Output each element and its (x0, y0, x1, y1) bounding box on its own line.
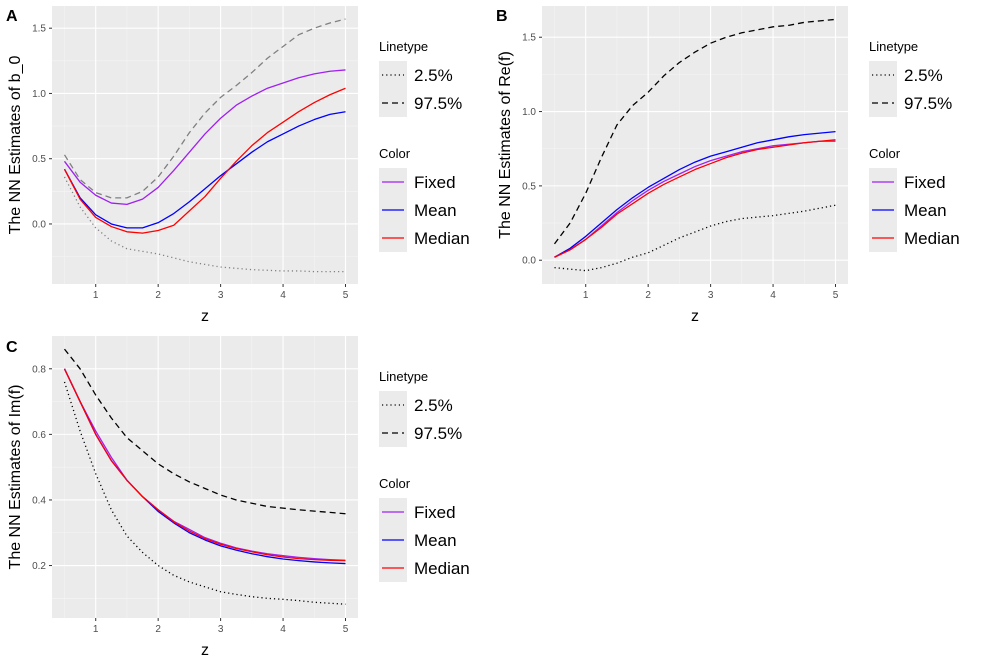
legend-label: Mean (414, 531, 457, 550)
y-tick-label: 0.6 (32, 430, 46, 441)
legend-label: Fixed (414, 503, 456, 522)
x-tick-label: 2 (645, 290, 651, 301)
x-axis-title: z (201, 308, 209, 325)
legend-label: Median (414, 559, 470, 578)
y-tick-label: 0.2 (32, 561, 46, 572)
y-axis-title: The NN Estimates of Re(f) (497, 51, 514, 239)
series-group (63, 18, 346, 273)
legend-label: 97.5% (414, 424, 462, 443)
x-tick-label: 1 (93, 624, 99, 635)
axes: 1 2 3 4 5 0.0 0.5 1.0 1.5 (522, 33, 839, 301)
y-tick-label: 0.0 (522, 256, 536, 267)
legend-title-color: Color (379, 146, 411, 161)
legend-label: 2.5% (414, 396, 453, 415)
series-line-median (63, 368, 346, 562)
x-tick-label: 3 (708, 290, 714, 301)
panel-b: 1 2 3 4 5 0.0 0.5 1.0 1.5 z The NN Estimates of Re… (496, 6, 960, 325)
x-tick-label: 5 (833, 290, 839, 301)
y-tick-label: 0.4 (32, 495, 46, 506)
series-line-mean (554, 130, 836, 258)
legend-key-background (869, 61, 897, 89)
y-axis-title: The NN Estimates of b_0 (7, 56, 24, 235)
panel-tag: A (6, 8, 18, 25)
legend-key-background (379, 61, 407, 89)
x-tick-label: 3 (218, 624, 224, 635)
series-line-mean (63, 111, 346, 229)
series-line-2-5- (554, 204, 836, 272)
legend-label: Mean (414, 201, 457, 220)
series-line-median (554, 139, 836, 258)
panel-tag: C (6, 339, 18, 356)
x-tick-label: 4 (280, 624, 286, 635)
legend-label: 97.5% (904, 94, 952, 113)
series-line-fixed (63, 69, 346, 206)
panel-c: 1 2 3 4 5 0.2 0.4 0.6 0.8 z The NN Estimates of Im… (6, 336, 470, 659)
y-tick-label: 0.8 (32, 364, 46, 375)
legend-label: Fixed (414, 173, 456, 192)
y-tick-label: 0.5 (522, 181, 536, 192)
x-tick-label: 4 (280, 290, 286, 301)
legend-label: 97.5% (414, 94, 462, 113)
y-tick-label: 1.5 (32, 24, 46, 35)
plot-background (52, 6, 358, 284)
legend-title-color: Color (379, 476, 411, 491)
y-tick-label: 0.0 (32, 219, 46, 230)
grid (52, 6, 358, 284)
y-tick-label: 1.0 (32, 89, 46, 100)
axes: 1 2 3 4 5 0.2 0.4 0.6 0.8 (32, 364, 349, 635)
legend-label: Fixed (904, 173, 946, 192)
series-line-fixed (63, 368, 346, 561)
x-tick-label: 5 (343, 290, 349, 301)
legend-label: 2.5% (904, 66, 943, 85)
series-group (553, 18, 836, 272)
plot-background (542, 6, 848, 284)
y-axis-title: The NN Estimates of Im(f) (7, 385, 24, 570)
panel-a: 1 2 3 4 5 0.0 0.5 1.0 1.5 z The NN Estimates of b_… (6, 6, 470, 325)
legend-label: Mean (904, 201, 947, 220)
series-line-median (63, 87, 346, 234)
y-tick-label: 1.5 (522, 33, 536, 44)
legend-label: 2.5% (414, 66, 453, 85)
y-tick-label: 0.5 (32, 154, 46, 165)
legend-title-linetype: Linetype (379, 369, 428, 384)
x-axis-title: z (691, 308, 699, 325)
legend-label: Median (414, 229, 470, 248)
x-tick-label: 3 (218, 290, 224, 301)
x-tick-label: 4 (770, 290, 776, 301)
x-tick-label: 2 (155, 624, 161, 635)
y-tick-label: 1.0 (522, 107, 536, 118)
axes: 1 2 3 4 5 0.0 0.5 1.0 1.5 (32, 24, 349, 301)
plot-background (52, 336, 358, 618)
series-line-97-5- (553, 18, 836, 245)
grid (542, 6, 848, 284)
panel-tag: B (496, 8, 508, 25)
legend-title-linetype: Linetype (869, 39, 918, 54)
grid (52, 336, 358, 618)
legend-title-linetype: Linetype (379, 39, 428, 54)
legend-key-background (379, 391, 407, 419)
x-tick-label: 1 (93, 290, 99, 301)
legend-title-color: Color (869, 146, 901, 161)
series-group (63, 348, 346, 605)
x-tick-label: 2 (155, 290, 161, 301)
legend-label: Median (904, 229, 960, 248)
x-tick-label: 1 (583, 290, 589, 301)
x-axis-title: z (201, 642, 209, 659)
series-line-97-5- (63, 18, 346, 199)
series-line-fixed (554, 140, 836, 258)
series-line-97-5- (63, 348, 346, 515)
x-tick-label: 5 (343, 624, 349, 635)
series-line-2-5- (63, 176, 346, 273)
